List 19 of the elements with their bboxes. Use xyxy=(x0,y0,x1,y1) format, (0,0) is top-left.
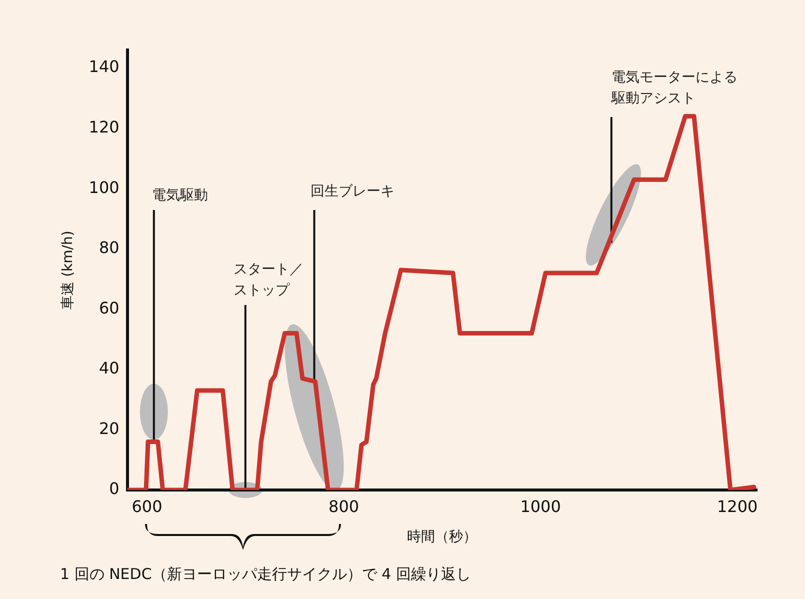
y-tick-label: 0 xyxy=(109,479,120,498)
y-tick-label: 20 xyxy=(98,418,120,438)
annotation: 電気モーターによる駆動アシスト xyxy=(610,70,738,107)
y-tick-label: 120 xyxy=(88,118,120,137)
y-tick-label: 40 xyxy=(98,358,120,378)
x-tick-label: 1000 xyxy=(520,496,561,516)
x-tick-label: 1200 xyxy=(716,496,758,516)
y-tick-label: 100 xyxy=(88,178,120,197)
x-axis-title: 時間（秒） xyxy=(407,529,478,546)
annotation: 電気駆動 xyxy=(152,188,208,204)
x-tick-label: 800 xyxy=(328,496,360,516)
annotation: スタート／ストップ xyxy=(233,262,304,299)
y-tick-label: 80 xyxy=(98,238,120,258)
y-tick-label: 140 xyxy=(88,57,120,76)
annotation: 回生ブレーキ xyxy=(310,184,394,200)
x-tick-label: 600 xyxy=(132,496,162,516)
y-axis-title: 車速 (km/h) xyxy=(60,230,76,310)
text: 1 回の NEDC（新ヨーロッパ走行サイクル）で 4 回繰り返し xyxy=(60,565,471,584)
y-tick-label: 60 xyxy=(98,298,120,318)
